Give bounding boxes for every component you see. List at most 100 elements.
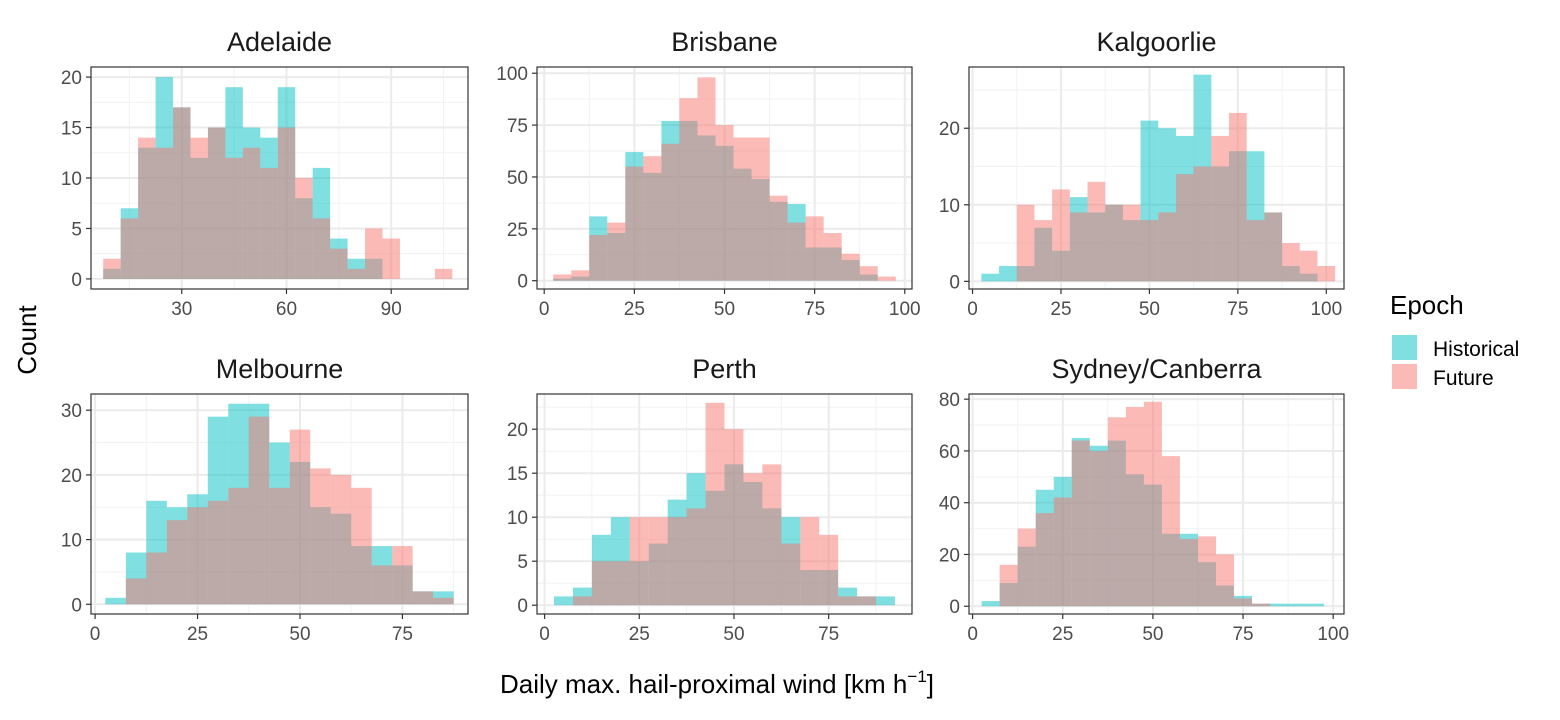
bar-future-45: [697, 77, 716, 281]
y-tick-label: 50: [507, 168, 528, 189]
bar-future-60: [1175, 174, 1194, 282]
y-tick-label: 25: [507, 220, 528, 241]
bar-future-10: [999, 564, 1018, 607]
x-tick-label: 60: [276, 299, 297, 320]
bar-future-20: [1034, 220, 1053, 282]
bar-future-15: [120, 218, 139, 279]
bar-future-105: [434, 268, 453, 279]
y-tick-label: 20: [61, 68, 82, 89]
bar-future-30: [648, 517, 668, 606]
bar-historical-5: [981, 601, 1000, 607]
bar-future-35: [667, 517, 687, 606]
bar-future-35: [228, 487, 249, 605]
bar-future-65: [769, 195, 788, 281]
bar-future-50: [242, 147, 261, 279]
bar-future-100: [1317, 266, 1336, 282]
y-tick-label: 0: [71, 270, 82, 291]
bar-future-25: [155, 147, 174, 279]
bar-future-45: [1122, 204, 1141, 282]
bar-future-55: [260, 167, 278, 279]
bar-future-85: [841, 253, 860, 281]
panel-border: [968, 393, 1345, 615]
legend-label-future: Future: [1433, 367, 1494, 390]
bar-future-40: [679, 98, 698, 281]
bar-future-40: [248, 416, 270, 605]
panel-border: [536, 393, 913, 615]
panel-kalgoorlie: 0 25 50 75 100 0 10 20 Kalgoorlie: [939, 27, 1345, 320]
bars: [105, 403, 454, 605]
bar-future-60: [330, 474, 352, 605]
x-tick-label: 50: [1139, 299, 1160, 320]
y-tick-label: 30: [61, 401, 82, 422]
bar-future-10: [103, 258, 121, 279]
y-tick-label: 100: [496, 64, 528, 85]
bar-future-85: [365, 228, 383, 279]
bar-future-25: [629, 517, 649, 606]
x-tick-label: 30: [171, 299, 192, 320]
bar-historical-85: [1270, 603, 1289, 607]
bar-future-65: [1193, 166, 1212, 282]
bar-historical-95: [1306, 603, 1325, 607]
bar-future-65: [1197, 536, 1216, 607]
x-tick-label: 25: [1052, 624, 1073, 645]
x-tick-label: 0: [967, 299, 978, 320]
bar-future-45: [705, 402, 725, 606]
y-tick-label: 75: [507, 116, 528, 137]
bar-historical-5: [981, 273, 1000, 282]
x-tick-label: 0: [967, 624, 978, 645]
bar-historical-5: [105, 597, 126, 605]
series-future: [553, 77, 896, 281]
y-tick-label: 20: [939, 545, 960, 566]
bar-future-30: [1069, 212, 1088, 282]
bar-future-5: [553, 274, 572, 281]
bar-future-60: [1179, 538, 1198, 607]
y-axis-title: Count: [12, 305, 42, 375]
bar-future-20: [166, 520, 188, 605]
panel-title: Adelaide: [227, 27, 332, 57]
bar-future-25: [1052, 189, 1070, 282]
x-tick-label: 50: [289, 624, 310, 645]
bar-future-55: [1158, 212, 1176, 282]
panel-sydney-canberra: 0 25 50 75 100 0 20 40 60 80 Sydney/Canberra: [939, 354, 1349, 645]
bar-future-30: [1071, 440, 1090, 607]
y-tick-label: 10: [939, 196, 960, 217]
y-tick-label: 0: [949, 597, 960, 618]
bars: [103, 77, 453, 279]
bar-historical-90: [876, 596, 895, 606]
x-tick-label: 100: [1317, 624, 1349, 645]
bar-future-75: [392, 546, 413, 605]
bar-future-70: [1211, 135, 1230, 282]
series-future: [1016, 112, 1336, 282]
y-tick-label: 60: [939, 442, 960, 463]
bar-future-15: [589, 235, 608, 281]
bar-future-50: [1143, 401, 1162, 607]
x-tick-label: 100: [1310, 299, 1342, 320]
bar-future-80: [1246, 220, 1265, 282]
y-tick-label: 5: [517, 552, 528, 573]
x-tick-label: 0: [539, 299, 550, 320]
x-tick-label: 25: [1050, 299, 1071, 320]
legend-swatch-future: [1392, 364, 1417, 389]
bar-future-45: [269, 487, 290, 605]
bar-future-30: [643, 156, 662, 281]
bar-future-50: [289, 429, 311, 605]
bar-future-10: [571, 270, 590, 281]
bar-future-15: [1017, 528, 1036, 607]
series-future: [572, 402, 877, 606]
bar-future-45: [1125, 406, 1144, 607]
bar-future-95: [877, 276, 896, 281]
panel-title: Perth: [692, 354, 757, 384]
bar-future-90: [859, 266, 878, 281]
bar-future-35: [1089, 450, 1108, 607]
panel-adelaide: 30 60 90 0 5 10 15 20 Adelaide: [61, 27, 469, 320]
bar-future-40: [686, 508, 706, 606]
panel-title: Kalgoorlie: [1096, 27, 1216, 57]
bar-future-40: [1105, 204, 1123, 282]
x-tick-label: 100: [889, 299, 921, 320]
bar-future-15: [1016, 204, 1035, 282]
bar-future-40: [1107, 417, 1126, 607]
bar-future-25: [625, 166, 644, 281]
bar-future-70: [800, 517, 820, 606]
bar-future-15: [591, 561, 611, 606]
